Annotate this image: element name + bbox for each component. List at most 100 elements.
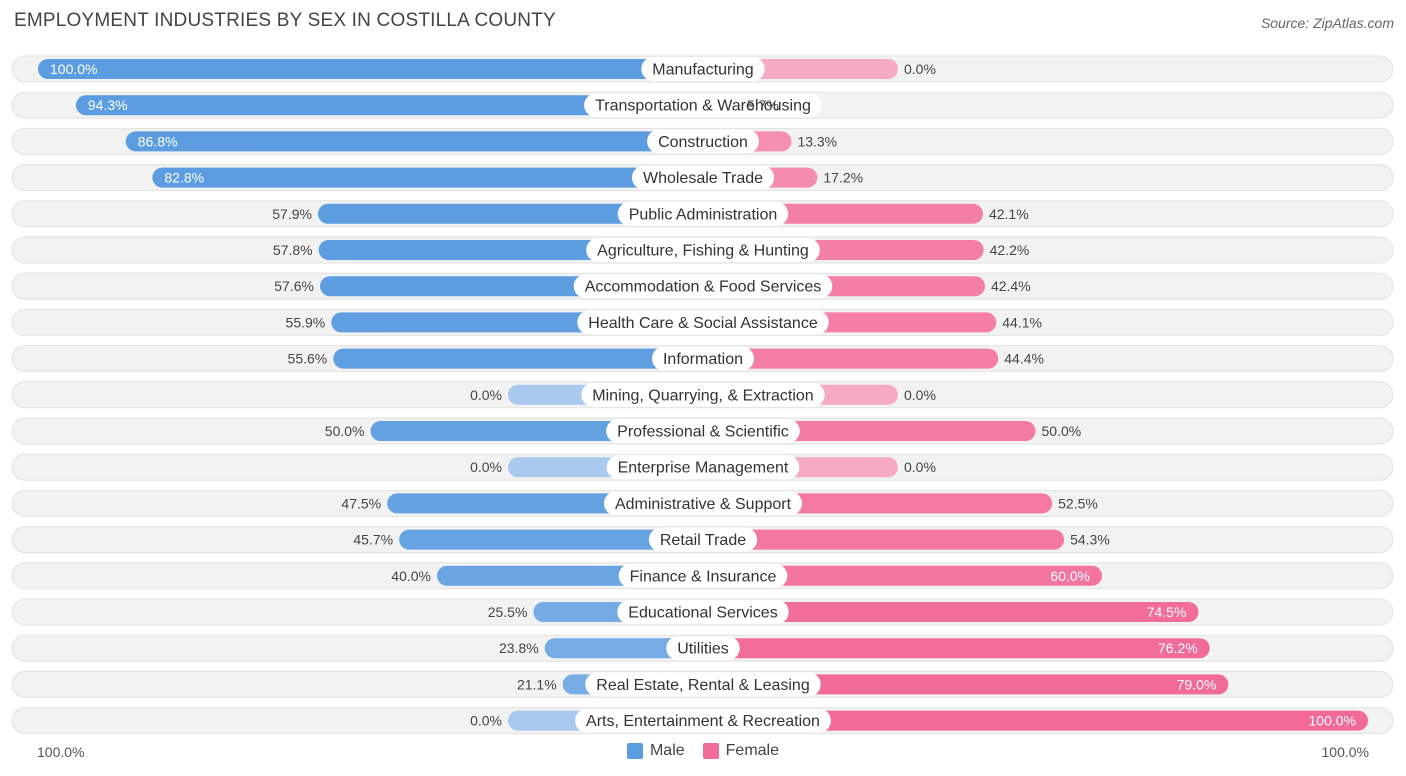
category-label: Transportation & Warehousing — [595, 98, 811, 115]
male-value-label: 50.0% — [325, 423, 365, 439]
female-value-label: 5.7% — [747, 97, 779, 113]
legend-swatch-female — [702, 743, 719, 759]
category-label: Information — [663, 351, 743, 368]
female-bar — [693, 710, 1368, 731]
male-value-label: 47.5% — [341, 495, 381, 511]
category-label: Public Administration — [629, 206, 778, 223]
female-bar — [693, 529, 1065, 550]
category-label-pill — [617, 600, 789, 624]
female-value-label: 0.0% — [904, 61, 936, 77]
category-label: Administrative & Support — [615, 496, 792, 513]
female-value-label: 76.2% — [1158, 640, 1198, 656]
female-value-label: 44.1% — [1002, 314, 1042, 330]
legend-label-male: Male — [649, 742, 685, 759]
category-label: Construction — [658, 134, 748, 151]
legend: Male Female — [0, 742, 1406, 760]
category-label-pill — [606, 419, 800, 443]
male-bar — [152, 167, 713, 188]
female-value-label: 74.5% — [1147, 604, 1187, 620]
axis-left-label: 100.0% — [37, 744, 85, 760]
male-bar — [75, 95, 713, 116]
female-value-label: 42.4% — [991, 278, 1031, 294]
female-bar — [693, 674, 1229, 695]
category-label: Utilities — [677, 641, 729, 658]
female-value-label: 13.3% — [797, 133, 837, 149]
category-label: Educational Services — [628, 605, 777, 622]
category-label: Wholesale Trade — [643, 170, 763, 187]
category-label-pill — [575, 708, 831, 733]
legend-swatch-male — [626, 743, 643, 759]
male-bar — [38, 59, 713, 79]
category-label-pill — [641, 57, 765, 81]
category-label: Agriculture, Fishing & Hunting — [597, 243, 809, 260]
male-value-label: 0.0% — [470, 713, 502, 729]
axis-right-label: 100.0% — [1321, 744, 1369, 760]
male-value-label: 0.0% — [470, 459, 502, 475]
male-value-label: 45.7% — [353, 532, 393, 548]
chart-title: EMPLOYMENT INDUSTRIES BY SEX IN COSTILLA… — [14, 10, 556, 31]
category-label: Real Estate, Rental & Leasing — [596, 677, 809, 694]
male-value-label: 57.8% — [273, 242, 313, 258]
female-value-label: 44.4% — [1004, 351, 1044, 367]
legend-item-female: Female — [702, 742, 780, 760]
category-label-pill — [606, 455, 800, 480]
female-value-label: 60.0% — [1050, 568, 1090, 584]
category-label-pill — [573, 274, 833, 299]
category-label-pill — [647, 129, 759, 154]
male-value-label: 55.6% — [288, 351, 328, 367]
category-label-pill — [584, 93, 822, 118]
female-value-label: 0.0% — [904, 387, 936, 403]
category-label: Enterprise Management — [618, 460, 789, 477]
male-value-label: 21.1% — [517, 676, 557, 692]
category-label: Retail Trade — [660, 532, 746, 549]
male-value-label: 57.9% — [272, 206, 312, 222]
category-label-pill — [586, 238, 820, 262]
female-bar — [693, 565, 1102, 586]
male-value-label: 86.8% — [138, 133, 178, 149]
category-label-pill — [648, 527, 758, 552]
male-value-label: 82.8% — [164, 170, 204, 186]
male-value-label: 40.0% — [391, 568, 431, 584]
male-value-label: 23.8% — [499, 640, 539, 656]
male-bar — [317, 203, 713, 224]
female-value-label: 54.3% — [1070, 532, 1110, 548]
male-value-label: 57.6% — [274, 278, 314, 294]
female-value-label: 42.2% — [990, 242, 1030, 258]
legend-label-female: Female — [725, 742, 780, 759]
female-bar — [693, 602, 1199, 622]
category-label-pill — [617, 201, 789, 226]
category-label-pill — [651, 346, 755, 371]
category-label: Mining, Quarrying, & Extraction — [592, 387, 813, 404]
category-label-pill — [603, 491, 803, 516]
source-credit: Source: ZipAtlas.com — [1260, 15, 1394, 31]
male-bar — [333, 348, 713, 369]
category-label: Health Care & Social Assistance — [588, 315, 818, 332]
category-label-pill — [581, 382, 825, 407]
male-value-label: 100.0% — [50, 61, 97, 77]
male-value-label: 25.5% — [488, 604, 528, 620]
female-bar — [693, 638, 1210, 659]
male-value-label: 0.0% — [470, 387, 502, 403]
female-bar — [693, 348, 999, 369]
female-value-label: 52.5% — [1058, 495, 1098, 511]
male-bar — [125, 131, 713, 152]
legend-item-male: Male — [626, 742, 685, 760]
female-value-label: 50.0% — [1042, 423, 1082, 439]
category-label: Professional & Scientific — [617, 424, 789, 441]
category-label-pill — [618, 563, 788, 588]
category-label: Accommodation & Food Services — [585, 279, 822, 296]
category-label-pill — [631, 165, 775, 190]
male-bar — [399, 529, 713, 550]
male-value-label: 55.9% — [286, 314, 326, 330]
category-label: Arts, Entertainment & Recreation — [586, 713, 820, 730]
diverging-bar-chart: Manufacturing 100.0% 0.0% Transportation & … — [11, 55, 1394, 735]
category-label-pill — [577, 310, 829, 335]
category-label: Finance & Insurance — [630, 568, 777, 585]
male-value-label: 94.3% — [88, 97, 128, 113]
category-label-pill — [585, 672, 821, 697]
category-label: Manufacturing — [652, 62, 753, 79]
female-value-label: 0.0% — [904, 459, 936, 475]
female-value-label: 100.0% — [1309, 713, 1356, 729]
female-value-label: 42.1% — [989, 206, 1029, 222]
female-value-label: 17.2% — [823, 170, 863, 186]
